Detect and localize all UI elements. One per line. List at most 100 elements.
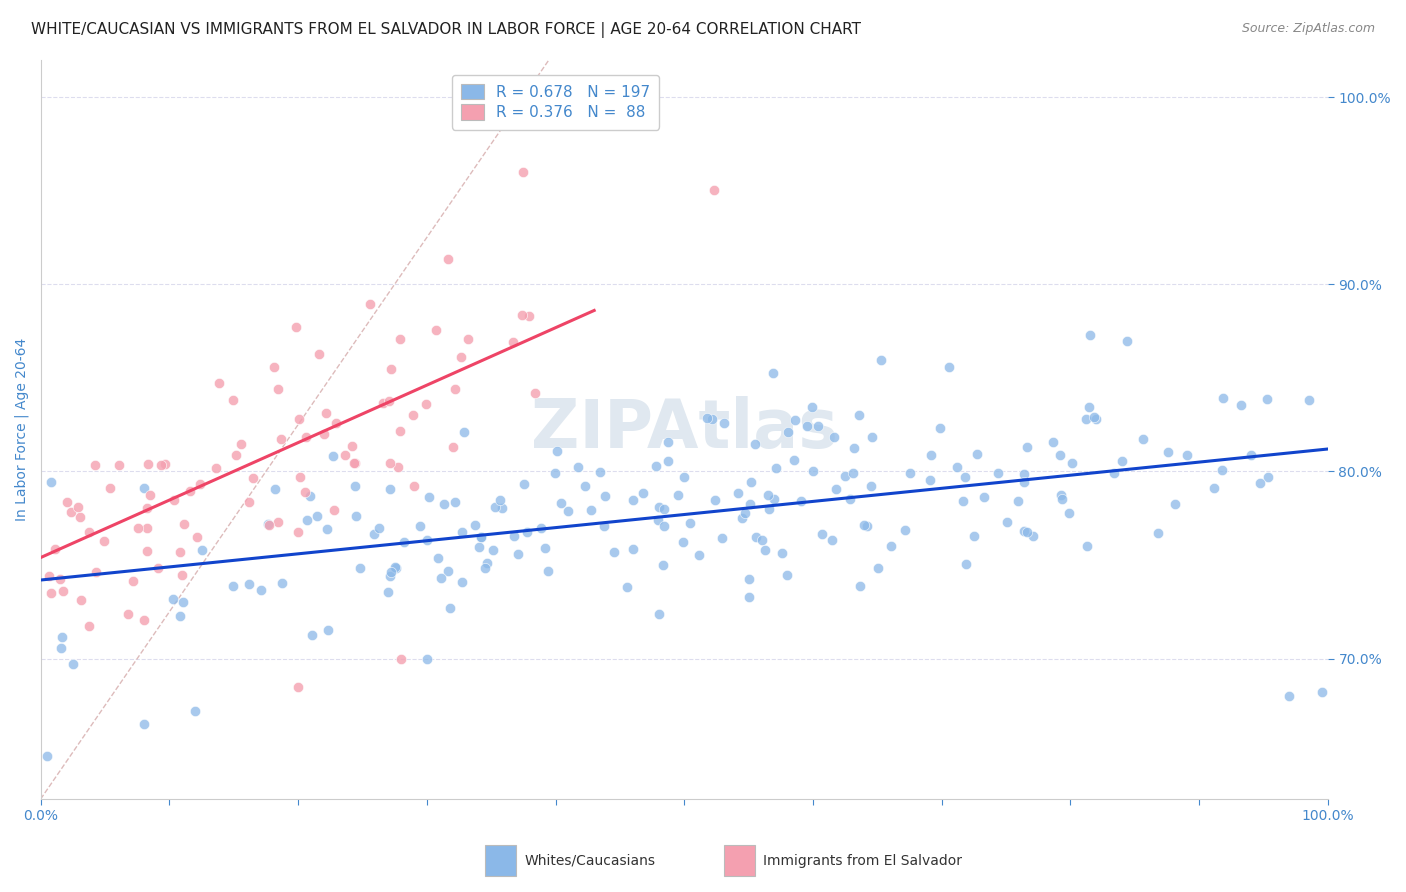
- Point: [811, 527, 834, 541]
- Point: [450, 525, 472, 540]
- Point: [162, 592, 184, 607]
- Text: Immigrants from El Salvador: Immigrants from El Salvador: [763, 854, 963, 868]
- Point: [523, 386, 546, 401]
- Point: [170, 567, 193, 582]
- Point: [1202, 481, 1225, 495]
- Point: [987, 466, 1010, 480]
- Point: [765, 461, 787, 475]
- Text: ZIPAtlas: ZIPAtlas: [531, 396, 838, 462]
- Point: [510, 308, 533, 322]
- Point: [402, 479, 425, 493]
- Point: [1164, 497, 1187, 511]
- Point: [679, 516, 702, 530]
- Point: [849, 579, 872, 593]
- Point: [437, 252, 460, 266]
- Point: [457, 333, 479, 347]
- Point: [229, 437, 252, 451]
- Point: [1115, 334, 1137, 348]
- Point: [574, 478, 596, 492]
- Point: [384, 560, 406, 574]
- Point: [1111, 454, 1133, 468]
- Point: [344, 478, 367, 492]
- Point: [56, 495, 79, 509]
- Point: [481, 543, 503, 558]
- Point: [880, 539, 903, 553]
- Point: [373, 395, 395, 409]
- Point: [776, 425, 799, 439]
- Point: [437, 564, 460, 578]
- Point: [308, 347, 330, 361]
- Point: [134, 613, 156, 627]
- Point: [271, 576, 294, 591]
- Point: [464, 517, 486, 532]
- Point: [823, 430, 845, 444]
- Point: [238, 495, 260, 509]
- FancyBboxPatch shape: [724, 846, 755, 876]
- Point: [869, 353, 891, 368]
- Point: [502, 529, 524, 543]
- Point: [179, 483, 201, 498]
- Point: [316, 624, 339, 638]
- Point: [388, 332, 411, 346]
- Point: [488, 493, 510, 508]
- Point: [727, 486, 749, 500]
- Point: [453, 425, 475, 439]
- Point: [744, 437, 766, 451]
- Point: [938, 359, 960, 374]
- Text: WHITE/CAUCASIAN VS IMMIGRANTS FROM EL SALVADOR IN LABOR FORCE | AGE 20-64 CORREL: WHITE/CAUCASIAN VS IMMIGRANTS FROM EL SA…: [31, 22, 860, 38]
- Point: [297, 513, 319, 527]
- Point: [763, 491, 786, 506]
- Point: [433, 497, 456, 511]
- Point: [67, 500, 90, 515]
- Point: [841, 466, 863, 480]
- Point: [389, 424, 412, 438]
- Point: [288, 470, 311, 484]
- Point: [1012, 467, 1035, 481]
- Point: [294, 485, 316, 500]
- Point: [737, 572, 759, 586]
- Point: [745, 530, 768, 544]
- Point: [325, 416, 347, 430]
- Point: [191, 542, 214, 557]
- Point: [315, 406, 337, 420]
- Point: [696, 411, 718, 425]
- Point: [491, 501, 513, 516]
- Point: [654, 518, 676, 533]
- Point: [35, 749, 58, 764]
- Point: [477, 556, 499, 570]
- Point: [530, 521, 553, 535]
- Point: [430, 571, 453, 585]
- Point: [801, 464, 824, 478]
- Point: [312, 427, 335, 442]
- Point: [222, 392, 245, 407]
- Point: [249, 583, 271, 598]
- Point: [378, 483, 401, 497]
- Point: [298, 489, 321, 503]
- Point: [1175, 449, 1198, 463]
- Point: [132, 717, 155, 731]
- Point: [184, 704, 207, 718]
- Point: [470, 530, 492, 544]
- Point: [762, 366, 785, 380]
- Point: [894, 523, 917, 537]
- Point: [83, 458, 105, 472]
- Point: [52, 584, 75, 599]
- Point: [1014, 475, 1036, 489]
- Text: Whites/Caucasians: Whites/Caucasians: [524, 854, 655, 868]
- Point: [135, 543, 157, 558]
- Point: [859, 479, 882, 493]
- Point: [169, 545, 191, 559]
- Point: [172, 595, 194, 609]
- Point: [1060, 457, 1083, 471]
- Point: [188, 476, 211, 491]
- Point: [363, 526, 385, 541]
- Point: [1212, 392, 1234, 406]
- Point: [136, 501, 159, 516]
- Point: [264, 482, 287, 496]
- Point: [995, 516, 1018, 530]
- Point: [444, 383, 467, 397]
- Point: [1211, 462, 1233, 476]
- Point: [69, 510, 91, 524]
- Point: [821, 533, 844, 547]
- Point: [441, 440, 464, 454]
